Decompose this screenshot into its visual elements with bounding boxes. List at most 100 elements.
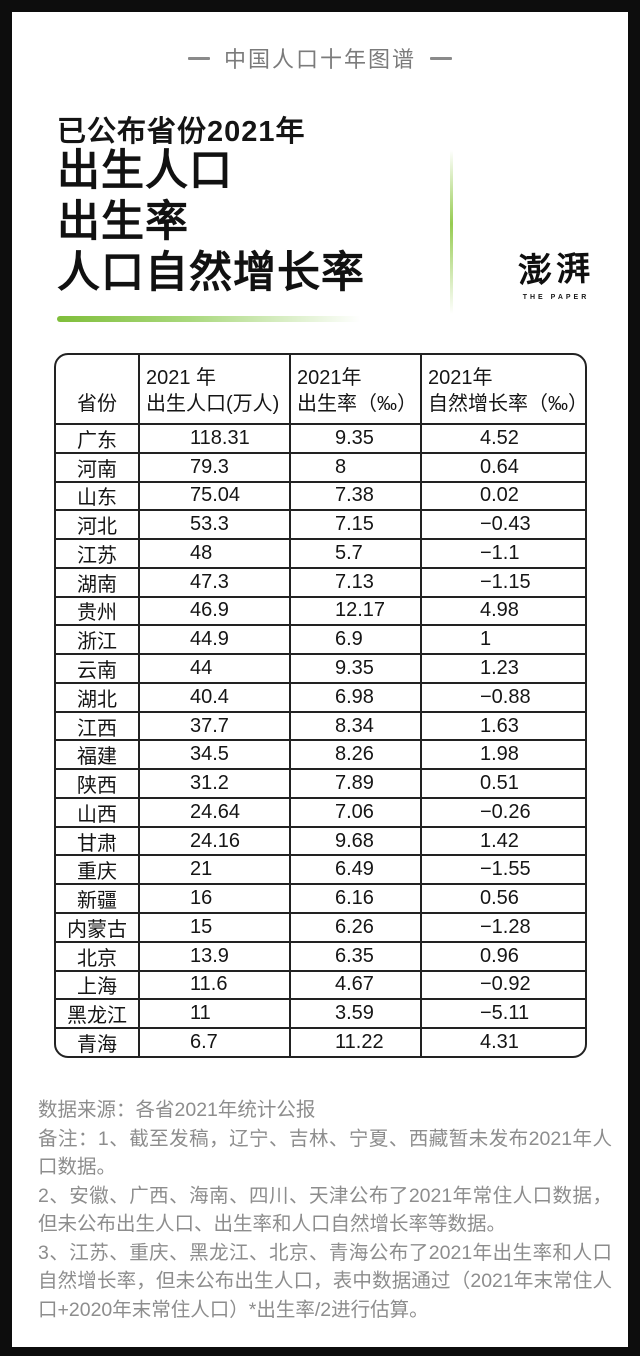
cell-births: 15 bbox=[140, 914, 291, 941]
table-row: 新疆 16 6.16 0.56 bbox=[56, 883, 585, 913]
cell-births: 40.4 bbox=[140, 683, 291, 711]
cell-growth-rate: −1.15 bbox=[480, 570, 531, 593]
cell-births: 37.7 bbox=[140, 712, 291, 740]
data-source: 数据来源：各省2021年统计公报 bbox=[38, 1099, 316, 1121]
green-accent-bar bbox=[57, 316, 387, 322]
cell-birth-rate: 7.06 bbox=[291, 798, 422, 826]
cell-birth-rate: 6.26 bbox=[291, 914, 422, 941]
cell-province: 内蒙古 bbox=[56, 914, 140, 941]
table-header-row: 省份 2021 年 出生人口(万人) 2021年 出生率（‰） 2021年 自然… bbox=[56, 355, 585, 423]
table-row: 黑龙江 11 3.59 −5.11 bbox=[56, 998, 585, 1028]
table-row: 福建 34.5 8.26 1.98 bbox=[56, 739, 585, 769]
infographic-page: 中国人口十年图谱 已公布省份2021年 出生人口 出生率 人口自然增长率 澎湃 … bbox=[12, 12, 628, 1347]
cell-birth-rate: 9.35 bbox=[291, 425, 422, 452]
cell-birth-rate: 7.15 bbox=[291, 511, 422, 539]
cell-province: 北京 bbox=[56, 942, 140, 970]
cell-births: 11 bbox=[140, 1000, 291, 1028]
cell-growth-rate: 0.51 bbox=[480, 772, 519, 795]
cell-birth-rate: 8.26 bbox=[291, 741, 422, 769]
cell-province: 湖南 bbox=[56, 568, 140, 596]
cell-growth-rate: −5.11 bbox=[480, 1002, 530, 1025]
table-row: 重庆 21 6.49 −1.55 bbox=[56, 854, 585, 884]
cell-births: 13.9 bbox=[140, 942, 291, 970]
series-title: 中国人口十年图谱 bbox=[223, 47, 416, 72]
table-row: 河南 79.3 8 0.64 bbox=[56, 451, 585, 481]
cell-growth-rate: 1.42 bbox=[480, 829, 519, 852]
cell-births: 11.6 bbox=[140, 971, 291, 999]
cell-province: 河北 bbox=[56, 511, 140, 539]
cell-birth-rate: 4.67 bbox=[291, 971, 422, 999]
cell-birth-rate: 6.9 bbox=[291, 626, 422, 654]
table-row: 浙江 44.9 6.9 1 bbox=[56, 624, 585, 654]
table-row: 青海 6.7 11.22 4.31 bbox=[56, 1027, 585, 1056]
cell-growth-rate: 1.63 bbox=[480, 714, 519, 737]
cell-birth-rate: 7.89 bbox=[291, 770, 422, 797]
cell-growth-rate: 0.02 bbox=[480, 484, 519, 507]
logo-chinese-text: 澎湃 bbox=[517, 250, 595, 291]
cell-growth-rate: −1.28 bbox=[480, 915, 531, 938]
logo-english-text: THE PAPER bbox=[522, 294, 590, 301]
cell-province: 广东 bbox=[56, 425, 140, 452]
cell-birth-rate: 7.13 bbox=[291, 568, 422, 596]
table-row: 山东 75.04 7.38 0.02 bbox=[56, 480, 585, 510]
header-births: 2021 年 出生人口(万人) bbox=[140, 355, 291, 423]
table-row: 湖南 47.3 7.13 −1.15 bbox=[56, 566, 585, 596]
cell-births: 79.3 bbox=[140, 453, 291, 481]
cell-birth-rate: 7.38 bbox=[291, 482, 422, 510]
table-row: 内蒙古 15 6.26 −1.28 bbox=[56, 912, 585, 941]
cell-birth-rate: 6.16 bbox=[291, 885, 422, 913]
table-row: 上海 11.6 4.67 −0.92 bbox=[56, 969, 585, 999]
cell-births: 31.2 bbox=[140, 770, 291, 797]
cell-growth-rate: 4.52 bbox=[480, 426, 519, 449]
cell-province: 福建 bbox=[56, 741, 140, 769]
cell-province: 重庆 bbox=[56, 856, 140, 884]
header-birth-rate: 2021年 出生率（‰） bbox=[291, 355, 422, 423]
cell-province: 河南 bbox=[56, 453, 140, 481]
header-province: 省份 bbox=[56, 355, 140, 423]
cell-births: 6.7 bbox=[140, 1029, 291, 1056]
table-row: 山西 24.64 7.06 −0.26 bbox=[56, 796, 585, 826]
title-line-growth-rate: 人口自然增长率 bbox=[57, 249, 365, 297]
header-growth-rate: 2021年 自然增长率（‰） bbox=[428, 367, 585, 415]
series-banner: 中国人口十年图谱 bbox=[12, 42, 628, 74]
cell-growth-rate: 1.23 bbox=[480, 657, 519, 679]
cell-births: 24.64 bbox=[140, 798, 291, 826]
cell-growth-rate: −1.55 bbox=[480, 858, 531, 881]
cell-growth-rate: 1 bbox=[480, 628, 492, 651]
page-title: 出生人口 出生率 人口自然增长率 bbox=[57, 146, 365, 299]
the-paper-logo: 澎湃 THE PAPER bbox=[516, 242, 596, 301]
dash-left-decoration bbox=[187, 56, 210, 60]
cell-growth-rate: 1.98 bbox=[480, 743, 519, 766]
cell-births: 24.16 bbox=[140, 827, 291, 855]
table-row: 湖北 40.4 6.98 −0.88 bbox=[56, 681, 585, 711]
cell-births: 75.04 bbox=[140, 482, 291, 510]
table-row: 云南 44 9.35 1.23 bbox=[56, 653, 585, 682]
cell-province: 江苏 bbox=[56, 540, 140, 567]
cell-growth-rate: 4.31 bbox=[480, 1030, 519, 1053]
cell-births: 118.31 bbox=[140, 425, 291, 452]
cell-births: 16 bbox=[140, 885, 291, 913]
note-1: 备注：1、截至发稿，辽宁、吉林、宁夏、西藏暂未发布2021年人口数据。 bbox=[38, 1127, 612, 1179]
cell-province: 甘肃 bbox=[56, 827, 140, 855]
cell-birth-rate: 6.98 bbox=[291, 683, 422, 711]
cell-province: 贵州 bbox=[56, 597, 140, 625]
cell-province: 浙江 bbox=[56, 626, 140, 654]
cell-birth-rate: 11.22 bbox=[291, 1029, 422, 1056]
cell-birth-rate: 5.7 bbox=[291, 540, 422, 567]
cell-province: 江西 bbox=[56, 712, 140, 740]
cell-province: 新疆 bbox=[56, 885, 140, 913]
cell-birth-rate: 6.49 bbox=[291, 856, 422, 884]
cell-births: 48 bbox=[140, 540, 291, 567]
cell-birth-rate: 3.59 bbox=[291, 1000, 422, 1028]
cell-province: 上海 bbox=[56, 971, 140, 999]
cell-birth-rate: 6.35 bbox=[291, 942, 422, 970]
note-2: 2、安徽、广西、海南、四川、天津公布了2021年常住人口数据，但未公布出生人口、… bbox=[38, 1184, 612, 1236]
cell-births: 34.5 bbox=[140, 741, 291, 769]
table-body: 广东 118.31 9.35 4.52 河南 79.3 8 0.64 山东 75… bbox=[56, 423, 585, 1056]
cell-province: 山西 bbox=[56, 798, 140, 826]
cell-growth-rate: −0.92 bbox=[480, 973, 531, 996]
cell-growth-rate: 0.56 bbox=[480, 887, 519, 910]
cell-births: 53.3 bbox=[140, 511, 291, 539]
cell-growth-rate: 0.96 bbox=[480, 944, 519, 967]
table-row: 河北 53.3 7.15 −0.43 bbox=[56, 509, 585, 539]
